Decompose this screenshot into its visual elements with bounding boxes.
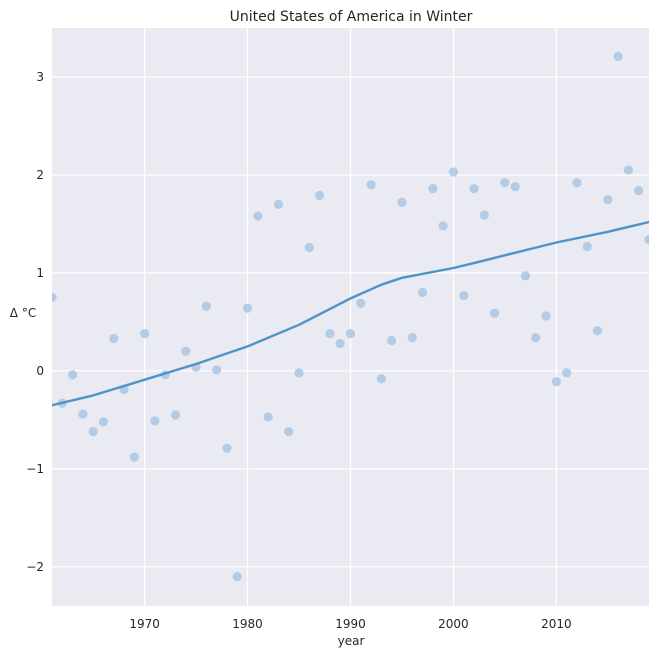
data-point <box>304 242 314 253</box>
x-tick-label: 2000 <box>438 617 469 631</box>
data-point <box>634 186 644 196</box>
data-point <box>232 572 242 582</box>
y-axis-label: Δ °C <box>10 306 36 320</box>
data-point <box>469 184 479 194</box>
data-point <box>109 333 119 344</box>
data-point <box>541 311 551 321</box>
data-point <box>479 210 489 220</box>
data-point <box>263 412 273 422</box>
data-point <box>345 329 356 339</box>
data-point <box>294 368 304 378</box>
data-point <box>500 178 510 188</box>
data-point <box>572 178 582 188</box>
plot-area: 1970 1980 1990 2000 2010 −2 −1 0 1 2 3 <box>26 28 649 631</box>
x-tick-label: 2010 <box>541 617 572 631</box>
data-point <box>387 335 397 346</box>
data-point <box>510 182 520 192</box>
data-point <box>356 298 366 308</box>
data-point <box>325 329 335 339</box>
data-point <box>273 199 284 209</box>
data-point <box>212 365 222 375</box>
data-point <box>98 417 109 427</box>
data-point <box>428 184 438 194</box>
data-point <box>222 443 232 453</box>
data-point <box>88 427 98 437</box>
y-tick-label: −2 <box>26 560 44 574</box>
data-point <box>150 416 160 426</box>
data-point <box>551 377 561 387</box>
y-tick-label: 0 <box>36 364 44 378</box>
data-point <box>181 346 191 356</box>
data-point <box>531 332 541 343</box>
data-point <box>623 165 634 175</box>
data-point <box>201 301 211 311</box>
data-point <box>242 303 253 313</box>
y-tick-label: 3 <box>36 70 44 84</box>
data-point <box>129 452 139 462</box>
data-point <box>448 167 459 177</box>
data-point <box>417 287 428 298</box>
data-point <box>644 235 649 245</box>
data-point <box>376 374 386 384</box>
data-point <box>520 271 531 281</box>
data-point <box>52 292 57 303</box>
data-point <box>253 211 263 221</box>
data-point <box>67 370 78 380</box>
data-point <box>407 332 417 343</box>
data-point <box>603 194 613 205</box>
data-point <box>170 410 181 420</box>
data-point <box>397 197 407 207</box>
x-axis-label: year <box>338 634 365 648</box>
x-tick-label: 1990 <box>335 617 366 631</box>
plot-marks <box>52 51 649 582</box>
data-point <box>335 338 345 349</box>
data-point <box>140 329 150 339</box>
data-point <box>490 308 500 318</box>
y-tick-label: 2 <box>36 168 44 182</box>
data-point <box>592 326 603 336</box>
data-point <box>582 241 592 252</box>
chart-title: United States of America in Winter <box>230 9 473 25</box>
data-point <box>613 51 623 62</box>
data-point <box>78 409 88 419</box>
data-point <box>315 190 325 201</box>
y-tick-label: −1 <box>26 462 44 476</box>
data-point <box>562 368 572 378</box>
data-point <box>459 290 469 301</box>
y-tick-label: 1 <box>36 266 44 280</box>
trend-line <box>52 220 649 407</box>
data-point <box>438 221 448 231</box>
data-point <box>284 427 294 437</box>
data-point <box>366 180 376 190</box>
x-tick-label: 1970 <box>129 617 160 631</box>
x-tick-label: 1980 <box>232 617 263 631</box>
